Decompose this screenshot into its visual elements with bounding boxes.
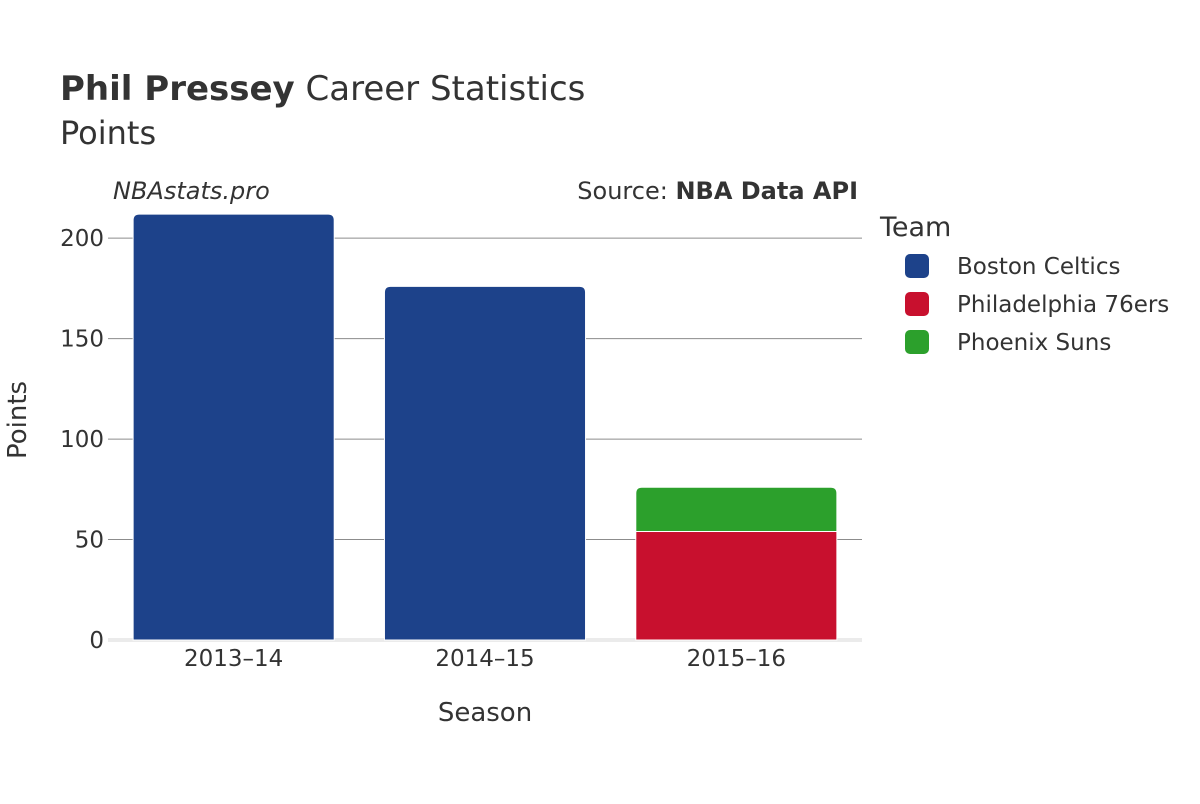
y-tick-labels: 0 50 100 150 200 [60, 226, 104, 654]
x-tick-label: 2015–16 [687, 646, 786, 672]
legend-label-philadelphia-76ers: Philadelphia 76ers [957, 292, 1169, 318]
bar-boston-celtics [132, 213, 335, 641]
bar-philadelphia-76ers [635, 531, 838, 641]
watermark: NBAstats.pro [113, 177, 270, 205]
legend-swatch-boston-celtics [905, 254, 929, 278]
y-axis-label: Points [3, 381, 33, 459]
source-name: NBA Data API [675, 177, 858, 205]
source-credit: Source: NBA Data API [577, 177, 858, 205]
y-tick-label: 200 [60, 226, 104, 252]
y-tick-label: 0 [89, 628, 104, 654]
chart-title-rest: Career Statistics [306, 69, 586, 109]
bars [132, 213, 838, 641]
legend-label-phoenix-suns: Phoenix Suns [957, 330, 1111, 356]
chart-subtitle: Points [60, 114, 156, 152]
source-prefix: Source: [577, 177, 675, 205]
legend-label-boston-celtics: Boston Celtics [957, 254, 1120, 280]
x-tick-labels: 2013–14 2014–15 2015–16 [184, 646, 786, 672]
bar-boston-celtics [383, 285, 587, 641]
chart-title: Phil Pressey Career Statistics [60, 69, 585, 109]
y-tick-label: 150 [60, 327, 104, 353]
y-tick-label: 100 [60, 427, 104, 453]
x-tick-label: 2014–15 [435, 646, 534, 672]
legend-title: Team [879, 212, 951, 243]
bar-phoenix-suns [635, 486, 838, 533]
chart-title-player: Phil Pressey [60, 69, 295, 109]
x-tick-label: 2013–14 [184, 646, 283, 672]
legend-swatch-philadelphia-76ers [905, 292, 929, 316]
y-tick-label: 50 [75, 528, 104, 554]
chart-title-spacer [295, 69, 306, 109]
legend: Boston Celtics Philadelphia 76ers Phoenix … [905, 254, 1169, 356]
x-axis-label: Season [438, 698, 532, 728]
legend-swatch-phoenix-suns [905, 330, 929, 354]
